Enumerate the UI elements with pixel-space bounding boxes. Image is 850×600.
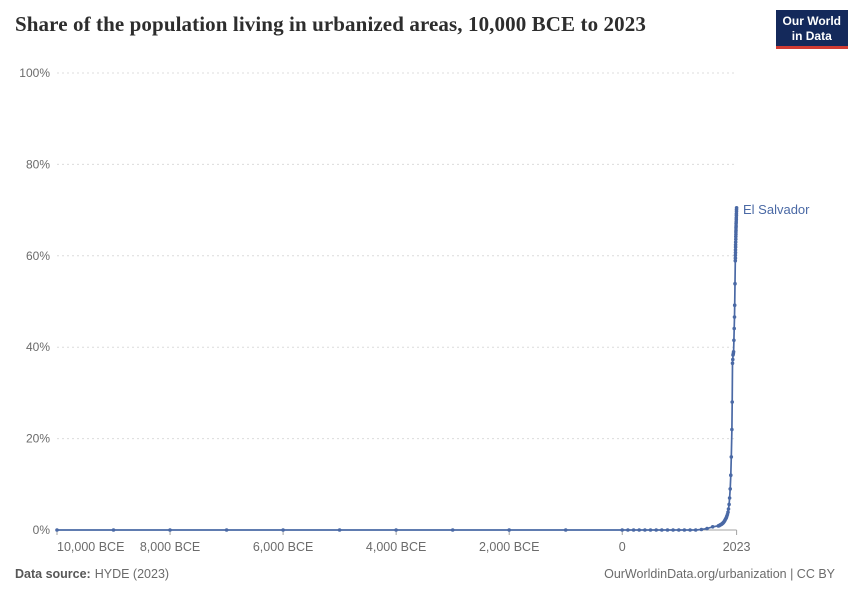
data-point [730,400,734,404]
x-tick-label: 10,000 BCE [57,540,124,554]
data-point [732,315,737,319]
data-point [730,427,734,432]
data-point [654,528,658,532]
y-tick-label: 20% [26,432,50,446]
data-point [637,528,641,532]
data-point [730,361,735,366]
data-point [620,528,624,532]
data-point [734,237,738,242]
data-point [727,502,731,507]
data-point [726,510,730,514]
data-point [563,528,568,532]
x-tick-label: 6,000 BCE [253,540,313,554]
data-point [677,528,681,532]
data-point [337,528,342,532]
data-point [726,507,731,511]
data-point [450,528,455,532]
data-point [732,338,736,343]
data-point [643,528,647,532]
chart-title: Share of the population living in urbani… [15,12,646,36]
data-point [733,248,738,252]
data-point [731,357,735,362]
owid-logo[interactable]: Our World in Data [775,10,848,49]
data-point [731,350,736,354]
credit-link[interactable]: OurWorldinData.org/urbanization | CC BY [604,567,835,581]
owid-logo-line1: Our World [782,14,841,28]
data-point [281,528,285,532]
owid-logo-line2: in Data [791,29,832,43]
data-point [224,528,229,532]
data-source[interactable]: Data source: HYDE (2023) [15,567,169,581]
data-point [733,250,738,255]
data-point [727,496,732,500]
data-point [733,259,738,263]
y-tick-label: 40% [26,340,50,354]
y-tick-label: 60% [26,249,50,263]
data-point [732,303,737,308]
data-point [733,240,738,244]
data-point [710,525,715,529]
footer: Data source: HYDE (2023) OurWorldinData.o… [15,567,835,581]
data-point [648,528,653,532]
x-tick-label: 2,000 BCE [479,540,539,554]
data-point [733,256,738,260]
data-point [733,243,738,247]
data-point [660,528,664,532]
data-point [734,206,739,210]
data-point [111,528,116,532]
y-tick-label: 80% [26,157,50,171]
data-point [507,528,512,532]
data-point [394,528,398,532]
data-point [631,528,636,532]
data-point [626,528,630,532]
data-point [55,528,59,532]
data-point [699,527,704,532]
data-point [168,528,172,532]
data-source-value: HYDE (2023) [94,567,170,581]
data-point [733,281,737,286]
data-source-label: Data source: [15,567,91,581]
data-point [671,528,675,532]
data-point [729,455,734,459]
series-label-el-salvador[interactable]: El Salvador [743,202,810,217]
x-tick-label: 4,000 BCE [366,540,426,554]
y-tick-label: 0% [33,523,51,537]
x-tick-label: 8,000 BCE [140,540,200,554]
x-tick-label: 2023 [723,540,751,554]
data-point [732,326,736,331]
data-point [729,473,733,478]
data-point [693,528,698,532]
data-point [665,528,670,532]
data-point [688,528,692,532]
data-point [728,487,732,491]
y-tick-label: 100% [19,66,50,80]
data-point [682,528,687,532]
data-point [705,526,709,531]
data-point [733,253,738,258]
x-tick-label: 0 [619,540,626,554]
